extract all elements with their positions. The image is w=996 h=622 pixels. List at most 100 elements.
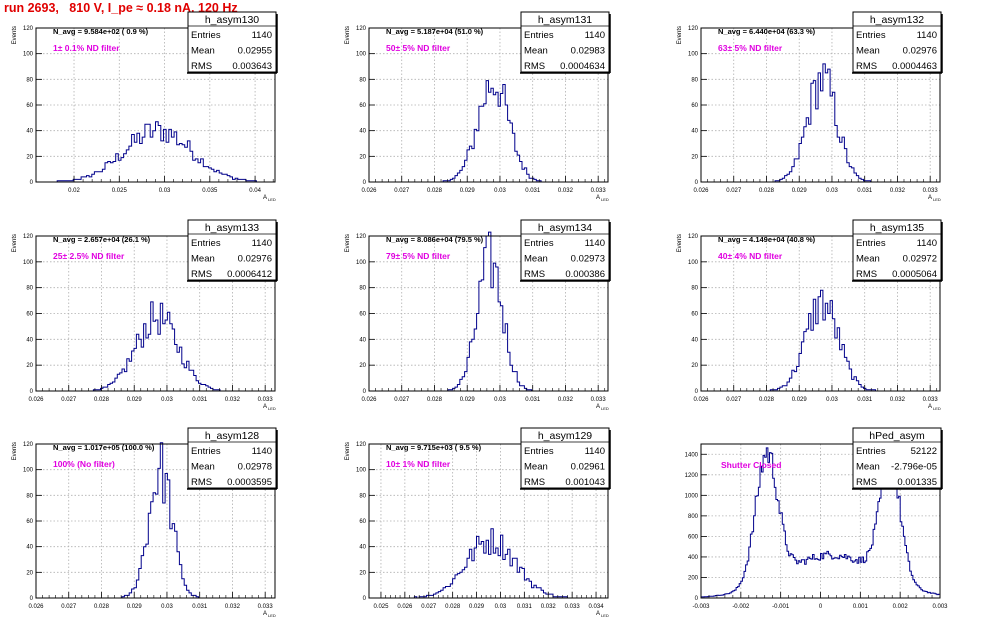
y-tick-label: 0 — [30, 389, 34, 395]
y-tick-label: 40 — [359, 337, 366, 343]
y-tick-label: 40 — [26, 337, 33, 343]
x-tick-label: 0.029 — [127, 397, 143, 403]
filter-annotation: 50± 5% ND filter — [386, 43, 451, 53]
x-axis-label: A — [928, 195, 932, 201]
navg-label: N_avg = 4.149e+04 (40.8 %) — [718, 235, 816, 244]
x-tick-label: 0.027 — [726, 397, 742, 403]
x-tick-label: 0.03 — [161, 397, 173, 403]
stats-label: Mean — [856, 462, 880, 473]
stats-value: 1140 — [917, 30, 937, 41]
histogram-panel: 0.025 0.026 0.027 0.028 0.029 0.03 0.031 0.032 0… — [345, 427, 611, 618]
y-tick-label: 20 — [26, 154, 33, 160]
y-tick-label: 120 — [23, 234, 34, 240]
histogram-series — [701, 63, 940, 183]
x-tick-label: -0.001 — [772, 604, 790, 610]
x-tick-label: 0.032 — [890, 397, 906, 403]
stats-title: h_asym132 — [870, 14, 924, 26]
y-tick-label: 600 — [688, 534, 699, 540]
x-tick-label: 0.04 — [249, 188, 261, 194]
x-tick-label: 0.027 — [394, 397, 410, 403]
y-tick-label: 120 — [688, 26, 699, 32]
stats-label: Mean — [856, 254, 880, 265]
y-tick-label: 120 — [356, 234, 367, 240]
stats-label: Entries — [191, 446, 221, 457]
navg-label: N_avg = 1.017e+05 (100.0 %) — [53, 443, 155, 452]
x-tick-label: 0.034 — [589, 604, 605, 610]
x-tick-label: -0.003 — [692, 604, 710, 610]
x-tick-label: 0.029 — [469, 604, 485, 610]
stats-value: 1140 — [917, 238, 937, 249]
stats-value: 0.001043 — [565, 477, 605, 488]
x-tick-label: 0.029 — [792, 188, 808, 194]
navg-label: N_avg = 6.440e+04 (63.3 %) — [718, 27, 816, 36]
filter-annotation: 63± 5% ND filter — [718, 43, 783, 53]
stats-value: 0.02955 — [238, 46, 272, 57]
x-tick-label: -0.002 — [732, 604, 750, 610]
x-tick-label: 0.028 — [759, 188, 775, 194]
y-tick-label: 40 — [26, 129, 33, 135]
histogram-series — [36, 121, 275, 183]
stats-value: 0.0004463 — [892, 61, 937, 72]
stats-label: Mean — [524, 462, 548, 473]
y-axis-label: Events — [677, 234, 683, 252]
x-tick-label: 0.03 — [826, 188, 838, 194]
x-tick-label: 0.032 — [890, 188, 906, 194]
stats-label: RMS — [524, 269, 545, 280]
stats-label: Mean — [191, 254, 215, 265]
x-axis-label-sub: LED — [601, 613, 609, 618]
x-tick-label: 0.027 — [61, 397, 77, 403]
stats-value: 0.02972 — [903, 254, 937, 265]
filter-annotation: 40± 4% ND filter — [718, 251, 783, 261]
x-tick-label: 0.025 — [373, 604, 389, 610]
y-tick-label: 60 — [359, 312, 366, 318]
x-axis-label: A — [928, 404, 932, 410]
x-tick-label: 0.03 — [159, 188, 171, 194]
histogram-series — [701, 289, 940, 392]
stats-value: 0.02973 — [571, 254, 605, 265]
stats-box — [520, 219, 610, 281]
stats-box — [852, 11, 942, 73]
y-axis-label: Events — [12, 234, 18, 252]
navg-label: N_avg = 2.657e+04 (26.1 %) — [53, 235, 151, 244]
stats-box — [187, 11, 277, 73]
stats-value: 0.0004634 — [560, 61, 605, 72]
y-tick-label: 60 — [26, 312, 33, 318]
histogram-panel: 0.02 0.025 0.03 0.035 0.04 0 20 40 60 80 100 120 Eve… — [12, 11, 278, 202]
stats-label: RMS — [524, 477, 545, 488]
y-tick-label: 0 — [30, 180, 34, 186]
stats-label: RMS — [856, 269, 877, 280]
x-tick-label: 0.026 — [361, 188, 377, 194]
x-tick-label: 0.026 — [28, 397, 44, 403]
x-tick-label: 0.028 — [94, 397, 110, 403]
y-tick-label: 100 — [356, 52, 367, 58]
stats-label: Mean — [524, 46, 548, 57]
stats-value: 1140 — [585, 30, 605, 41]
stats-label: RMS — [191, 477, 212, 488]
y-axis-label: Events — [677, 26, 683, 44]
y-tick-label: 40 — [26, 545, 33, 551]
y-tick-label: 120 — [688, 234, 699, 240]
y-tick-label: 1000 — [685, 493, 699, 499]
stats-title: h_asym130 — [205, 14, 259, 26]
stats-value: 1140 — [585, 446, 605, 457]
filter-annotation: 10± 1% ND filter — [386, 459, 451, 469]
stats-label: RMS — [524, 61, 545, 72]
stats-box — [187, 219, 277, 281]
stats-box — [187, 427, 277, 489]
stats-value: 52122 — [911, 446, 937, 457]
filter-annotation: 100% (No filter) — [53, 459, 115, 469]
y-tick-label: 60 — [691, 312, 698, 318]
stats-label: RMS — [191, 269, 212, 280]
y-tick-label: 0 — [695, 596, 699, 602]
stats-title: h_asym128 — [205, 430, 259, 442]
x-tick-label: 0.029 — [127, 604, 143, 610]
y-tick-label: 60 — [691, 103, 698, 109]
x-tick-label: 0.032 — [558, 188, 574, 194]
filter-annotation: 25± 2.5% ND filter — [53, 251, 125, 261]
x-tick-label: 0.033 — [565, 604, 581, 610]
y-tick-label: 60 — [26, 519, 33, 525]
y-tick-label: 120 — [23, 26, 34, 32]
y-tick-label: 20 — [359, 154, 366, 160]
x-tick-label: 0.025 — [112, 188, 128, 194]
y-tick-label: 100 — [356, 468, 367, 474]
